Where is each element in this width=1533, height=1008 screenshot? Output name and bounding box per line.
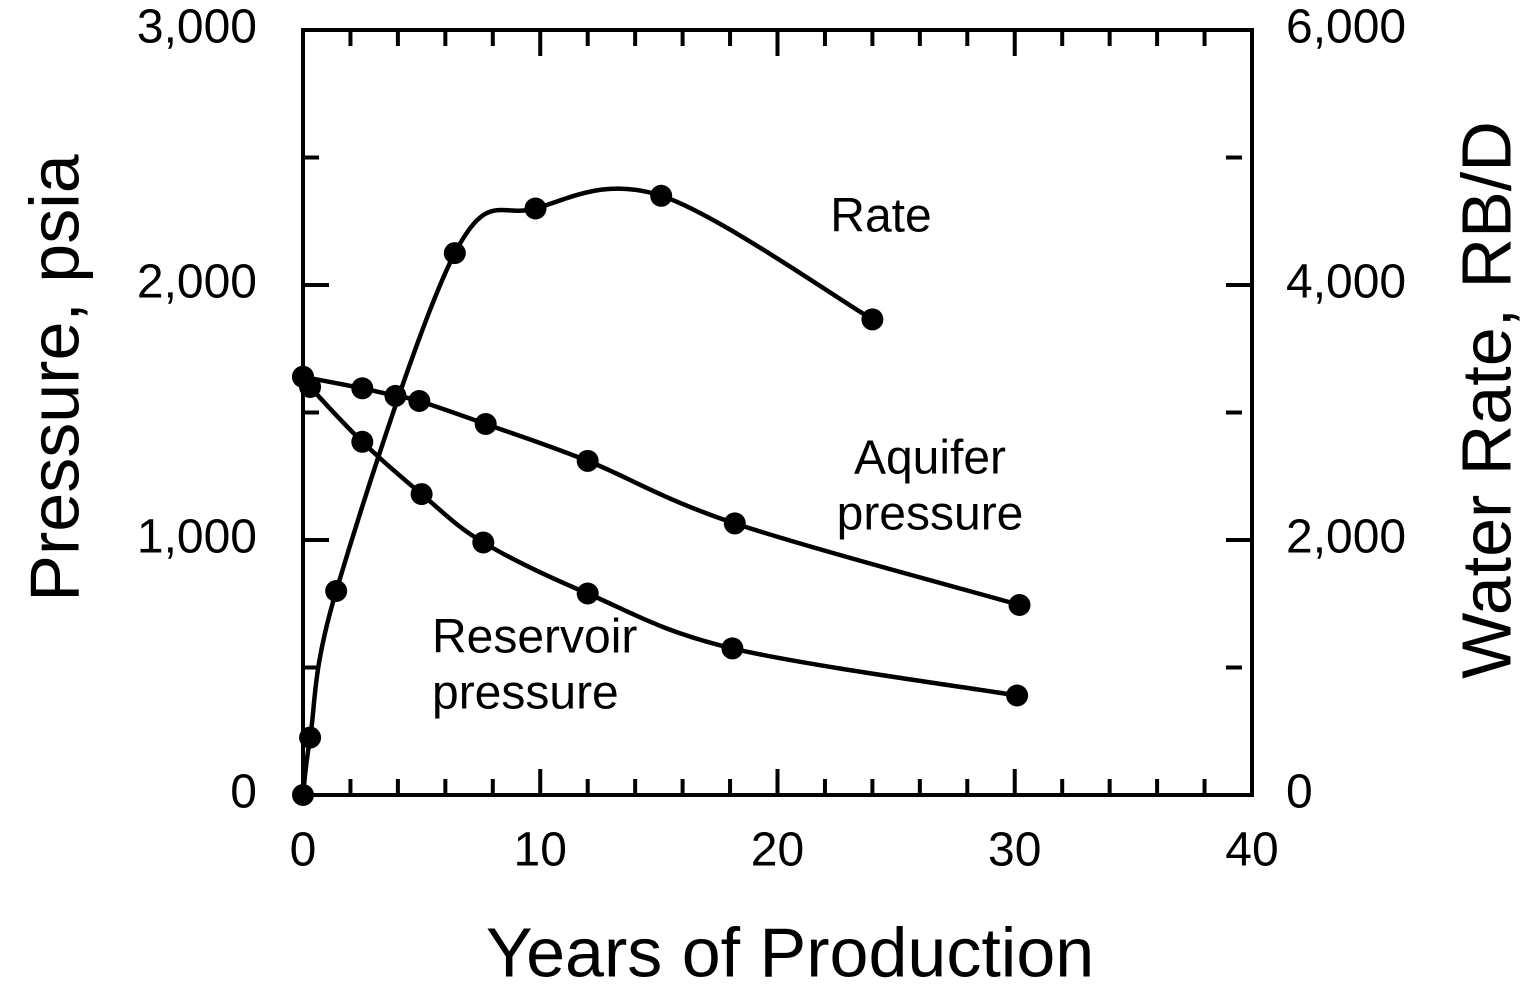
aquifer-pressure-data-point <box>474 413 497 435</box>
rate-data-point <box>325 580 348 602</box>
x-tick-label: 10 <box>514 824 567 877</box>
aquifer-pressure-data-point <box>723 512 746 535</box>
rate-data-point <box>299 726 322 749</box>
aquifer-pressure-annotation: pressure <box>837 488 1024 541</box>
rate-data-point <box>443 242 466 265</box>
reservoir-pressure-data-point <box>576 582 599 605</box>
x-tick-label: 30 <box>988 824 1041 877</box>
aquifer-pressure-data-point <box>1008 594 1031 616</box>
reservoir-pressure-data-point <box>351 430 374 453</box>
y-left-tick-label: 0 <box>230 766 257 819</box>
reservoir-pressure-annotation: Reservoir <box>432 611 637 664</box>
aquifer-pressure-curve <box>302 374 1021 608</box>
rate-annotation: Rate <box>830 190 931 243</box>
rate-data-point <box>524 197 547 220</box>
reservoir-pressure-annotation: pressure <box>432 667 619 720</box>
y-right-tick-label: 6,000 <box>1286 1 1406 54</box>
reservoir-pressure-data-point <box>1006 684 1029 707</box>
plot-frame <box>301 28 1254 797</box>
reservoir-pressure-data-point <box>472 531 495 554</box>
rate-data-point <box>861 308 884 331</box>
reservoir-pressure-data-point <box>299 376 322 398</box>
x-tick-label: 40 <box>1225 824 1278 877</box>
y-right-tick-label: 2,000 <box>1286 511 1406 564</box>
y-left-tick-label: 2,000 <box>137 256 257 309</box>
x-axis-title: Years of Production <box>486 913 1094 991</box>
axis-ticks <box>301 28 1254 797</box>
rate-data-point <box>650 184 673 207</box>
x-tick-label: 20 <box>751 824 804 877</box>
y-left-tick-label: 1,000 <box>137 511 257 564</box>
tick-labels: 0 10 20 30 4001,0002,0003,00002,0004,0006,00… <box>137 1 1406 877</box>
aquifer-pressure-data-point <box>576 449 599 472</box>
aquifer-pressure-data-point <box>351 377 374 400</box>
y-left-tick-label: 3,000 <box>137 1 257 54</box>
x-tick-label: 0 <box>290 824 317 877</box>
y-right-tick-label: 4,000 <box>1286 256 1406 309</box>
aquifer-pressure-data-point <box>384 384 407 407</box>
aquifer-pressure-data-point <box>408 390 431 412</box>
reservoir-pressure-data-point <box>410 483 433 506</box>
y-right-tick-label: 0 <box>1286 766 1313 819</box>
data-curves <box>292 184 1031 806</box>
y-left-axis-title: Pressure, psia <box>15 154 93 601</box>
reservoir-pressure-data-point <box>721 637 744 660</box>
aquifer-pressure-annotation: Aquifer <box>854 432 1006 485</box>
rate-data-point <box>292 784 314 806</box>
y-right-axis-title: Water Rate, RB/D <box>1447 121 1525 679</box>
